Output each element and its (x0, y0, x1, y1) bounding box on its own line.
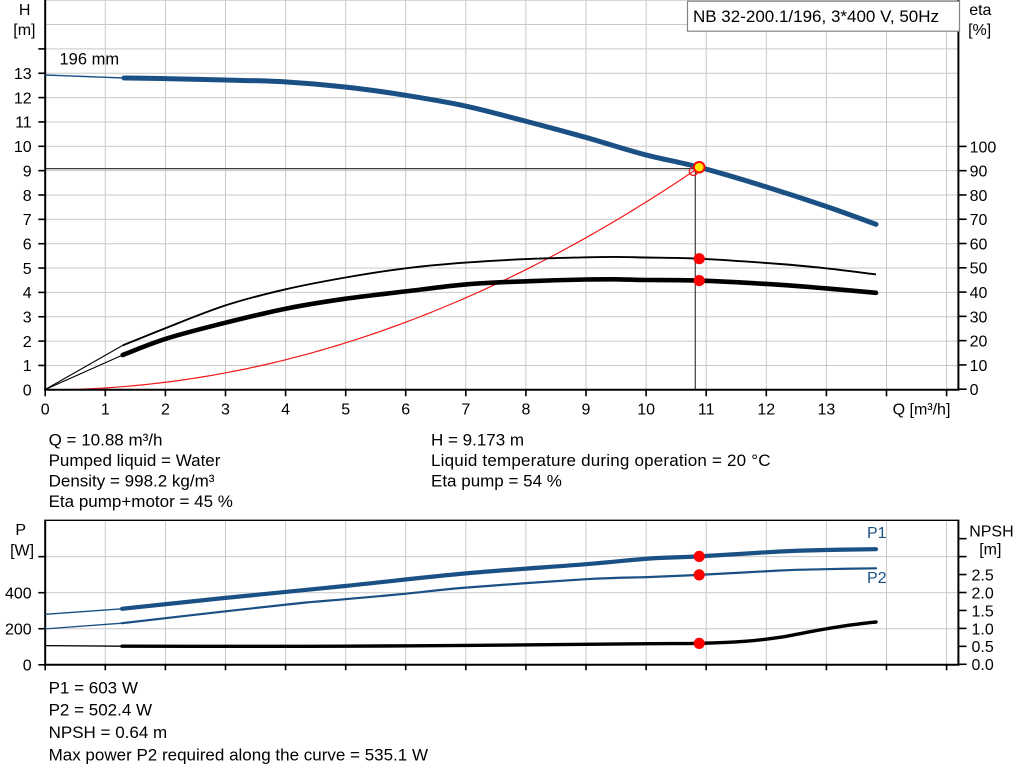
svg-text:0: 0 (970, 382, 979, 399)
svg-text:4: 4 (281, 401, 290, 418)
svg-text:2.0: 2.0 (972, 585, 994, 602)
svg-text:[m]: [m] (979, 542, 1001, 559)
svg-text:P2 = 502.4 W: P2 = 502.4 W (49, 701, 152, 720)
svg-text:10: 10 (14, 139, 32, 156)
svg-text:9: 9 (23, 164, 32, 181)
svg-text:P: P (15, 522, 26, 539)
svg-text:2.5: 2.5 (972, 567, 994, 584)
svg-text:60: 60 (970, 236, 988, 253)
svg-text:1.0: 1.0 (972, 621, 994, 638)
svg-text:5: 5 (23, 261, 32, 278)
svg-text:eta: eta (969, 2, 991, 19)
svg-text:2: 2 (161, 401, 170, 418)
svg-text:1.5: 1.5 (972, 603, 994, 620)
svg-text:[W]: [W] (10, 543, 34, 560)
svg-text:12: 12 (14, 90, 32, 107)
svg-text:70: 70 (970, 212, 988, 229)
svg-text:[m]: [m] (13, 22, 35, 39)
svg-text:Q = 10.88 m³/h: Q = 10.88 m³/h (49, 431, 163, 450)
svg-text:1: 1 (23, 358, 32, 375)
svg-text:80: 80 (970, 188, 988, 205)
svg-text:0: 0 (23, 383, 32, 400)
svg-text:6: 6 (401, 401, 410, 418)
svg-text:Eta pump = 54 %: Eta pump = 54 % (431, 472, 562, 491)
svg-text:2: 2 (23, 334, 32, 351)
svg-text:40: 40 (970, 285, 988, 302)
svg-text:400: 400 (5, 586, 32, 603)
svg-text:NPSH: NPSH (969, 524, 1013, 541)
svg-text:8: 8 (23, 188, 32, 205)
svg-text:Max power P2 required along th: Max power P2 required along the curve = … (49, 745, 428, 764)
svg-text:NB 32-200.1/196, 3*400 V, 50Hz: NB 32-200.1/196, 3*400 V, 50Hz (693, 7, 939, 26)
svg-text:9: 9 (582, 401, 591, 418)
svg-text:12: 12 (757, 401, 775, 418)
svg-text:Eta pump+motor = 45 %: Eta pump+motor = 45 % (49, 492, 233, 511)
svg-text:196 mm: 196 mm (60, 51, 120, 69)
svg-text:1: 1 (101, 401, 110, 418)
svg-text:P1 = 603 W: P1 = 603 W (49, 678, 138, 697)
svg-text:3: 3 (221, 401, 230, 418)
svg-text:Liquid temperature during oper: Liquid temperature during operation = 20… (431, 451, 771, 470)
svg-text:0: 0 (41, 401, 50, 418)
svg-text:Pumped liquid = Water: Pumped liquid = Water (49, 451, 221, 470)
svg-text:4: 4 (23, 285, 32, 302)
svg-text:8: 8 (521, 401, 530, 418)
svg-text:[%]: [%] (968, 22, 991, 39)
svg-text:90: 90 (970, 164, 988, 181)
svg-text:7: 7 (461, 401, 470, 418)
svg-text:10: 10 (970, 358, 988, 375)
svg-text:50: 50 (970, 261, 988, 278)
svg-text:H: H (19, 2, 31, 19)
svg-text:Q [m³/h]: Q [m³/h] (893, 401, 951, 418)
svg-text:200: 200 (5, 622, 32, 639)
svg-text:5: 5 (341, 401, 350, 418)
svg-text:P2: P2 (867, 570, 887, 587)
svg-text:100: 100 (970, 139, 997, 156)
svg-text:11: 11 (698, 401, 715, 418)
svg-text:NPSH = 0.64 m: NPSH = 0.64 m (49, 723, 168, 742)
svg-text:H = 9.173 m: H = 9.173 m (431, 431, 524, 450)
svg-text:0: 0 (23, 658, 32, 675)
svg-text:P1: P1 (867, 525, 887, 542)
svg-text:10: 10 (637, 401, 655, 418)
svg-text:20: 20 (970, 334, 988, 351)
svg-text:13: 13 (14, 66, 32, 83)
svg-text:0.0: 0.0 (972, 657, 994, 674)
svg-text:11: 11 (15, 115, 32, 132)
svg-text:7: 7 (23, 212, 32, 229)
svg-text:6: 6 (23, 237, 32, 254)
svg-text:13: 13 (818, 401, 836, 418)
svg-text:Density = 998.2 kg/m³: Density = 998.2 kg/m³ (49, 472, 215, 491)
svg-text:0.5: 0.5 (972, 639, 994, 656)
svg-text:30: 30 (970, 309, 988, 326)
svg-text:3: 3 (23, 310, 32, 327)
